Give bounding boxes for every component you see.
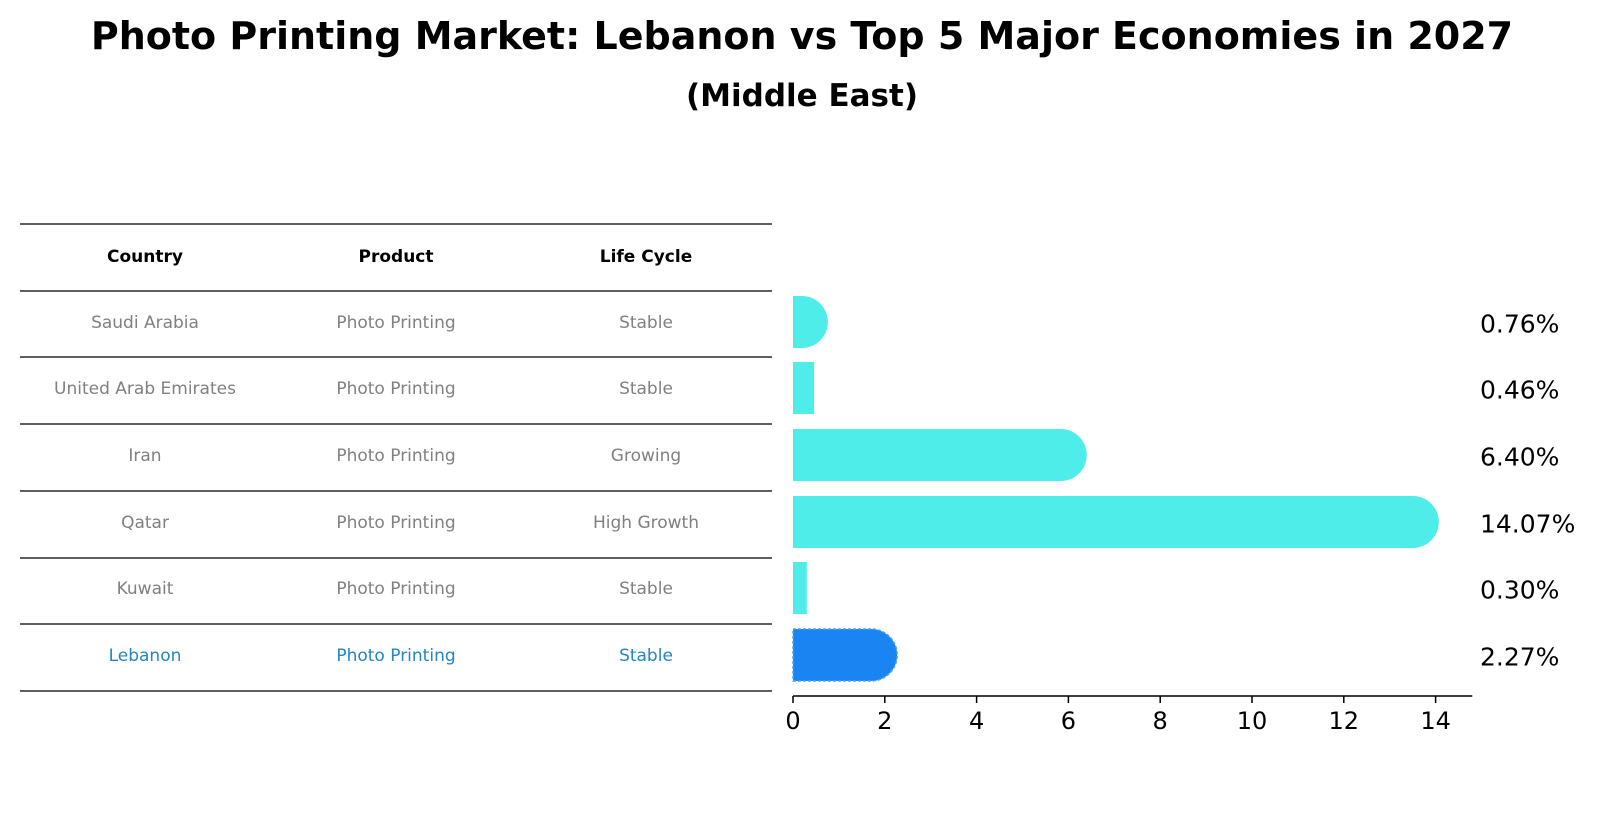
table-cell: Photo Printing	[336, 513, 455, 533]
value-label: 6.40%	[1480, 443, 1559, 472]
x-tick-label: 2	[877, 707, 892, 735]
value-label: 0.46%	[1480, 376, 1559, 405]
x-tick-label: 8	[1153, 707, 1168, 735]
table-cell: Growing	[611, 446, 681, 466]
table-cell: Stable	[619, 646, 673, 666]
bar-united-arab-emirates	[793, 362, 815, 414]
value-label: 0.76%	[1480, 310, 1559, 339]
x-tick-label: 6	[1061, 707, 1076, 735]
bar-kuwait	[793, 562, 807, 614]
table-header-life-cycle: Life Cycle	[600, 247, 693, 267]
x-tick-label: 4	[969, 707, 984, 735]
table-cell: Photo Printing	[336, 379, 455, 399]
bar-saudi-arabia	[793, 296, 828, 348]
bar-lebanon	[792, 628, 898, 682]
table-cell: Photo Printing	[336, 579, 455, 599]
table-cell: Photo Printing	[336, 446, 455, 466]
value-label: 2.27%	[1480, 643, 1559, 672]
chart-subtitle: (Middle East)	[685, 78, 918, 114]
x-tick-label: 14	[1420, 707, 1451, 735]
table-cell: Lebanon	[109, 646, 182, 666]
table-cell: High Growth	[593, 513, 699, 533]
table-cell: Kuwait	[117, 579, 174, 599]
bar-qatar	[793, 496, 1439, 548]
table-cell: Saudi Arabia	[91, 313, 199, 333]
value-label: 0.30%	[1480, 576, 1559, 605]
table-cell: Iran	[128, 446, 161, 466]
table-header-product: Product	[359, 247, 434, 267]
table-cell: Stable	[619, 379, 673, 399]
x-tick-label: 12	[1329, 707, 1360, 735]
table-header-country: Country	[107, 247, 183, 267]
value-label: 14.07%	[1480, 510, 1575, 539]
table-cell: Stable	[619, 579, 673, 599]
table-cell: Photo Printing	[336, 313, 455, 333]
table-cell: Qatar	[121, 513, 169, 533]
chart-title: Photo Printing Market: Lebanon vs Top 5 …	[90, 14, 1514, 58]
table-cell: Stable	[619, 313, 673, 333]
bar-iran	[793, 429, 1087, 481]
table-cell: United Arab Emirates	[54, 379, 236, 399]
table-cell: Photo Printing	[336, 646, 455, 666]
x-tick-label: 0	[785, 707, 800, 735]
x-tick-label: 10	[1237, 707, 1268, 735]
